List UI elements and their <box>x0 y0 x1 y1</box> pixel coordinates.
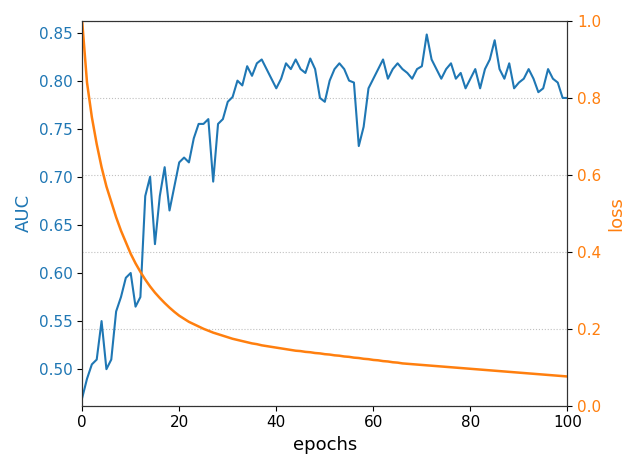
X-axis label: epochs: epochs <box>292 436 357 454</box>
Y-axis label: loss: loss <box>607 196 625 231</box>
Y-axis label: AUC: AUC <box>15 194 33 233</box>
